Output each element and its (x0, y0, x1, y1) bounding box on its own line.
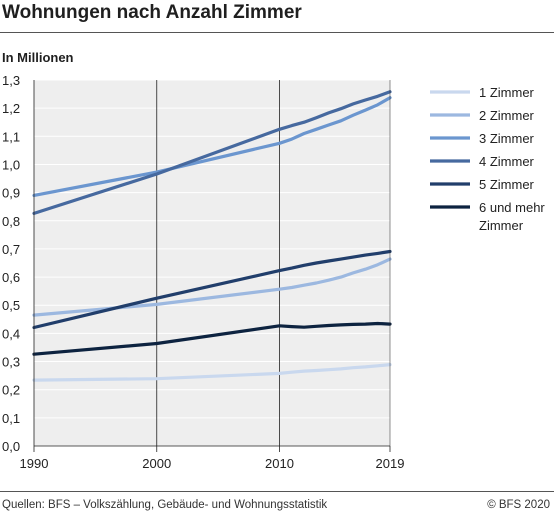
y-tick-label: 1,0 (2, 157, 20, 172)
gridlines (34, 79, 390, 446)
series-line-4 (32, 90, 392, 215)
source-note: Quellen: BFS – Volkszählung, Gebäude- un… (2, 499, 328, 511)
legend-label-6-cont: Zimmer (479, 218, 524, 233)
y-tick-label: 0,8 (2, 214, 20, 229)
chart-title: Wohnungen nach Anzahl Zimmer (2, 2, 302, 23)
plot-area (34, 80, 390, 446)
y-tick-label: 0,9 (2, 186, 20, 201)
series-line-1 (32, 363, 392, 382)
y-tick-label: 1,1 (2, 129, 20, 144)
x-tick-label: 2010 (265, 456, 294, 471)
series-line-6 (32, 321, 392, 356)
y-tick-label: 0,2 (2, 383, 20, 398)
series-line-2 (32, 257, 392, 317)
x-tick-label: 2019 (376, 456, 405, 471)
y-tick-label: 0,1 (2, 411, 20, 426)
title-divider (0, 32, 554, 33)
legend-label-5: 5 Zimmer (479, 177, 535, 192)
legend-label-6: 6 und mehr (479, 200, 545, 215)
legend-label-2: 2 Zimmer (479, 108, 535, 123)
series-lines (32, 90, 392, 382)
x-tick-label: 1990 (20, 456, 49, 471)
copyright-note: © BFS 2020 (487, 499, 550, 511)
chart-unit-label: In Millionen (2, 50, 74, 65)
series-line-3 (32, 96, 392, 197)
y-tick-label: 0,7 (2, 242, 20, 257)
y-tick-label: 0,5 (2, 298, 20, 313)
y-tick-label: 0,0 (2, 439, 20, 454)
y-tick-label: 1,3 (2, 73, 20, 88)
legend: 1 Zimmer 2 Zimmer 3 Zimmer 4 Zimmer 5 Zimmer… (430, 85, 545, 233)
legend-label-1: 1 Zimmer (479, 85, 535, 100)
y-tick-label: 0,3 (2, 355, 20, 370)
axes: 0,0 0,1 0,2 0,3 0,4 0,5 0,6 0,7 0,8 0,9 1,0 1,1 1,2 1… (2, 73, 404, 471)
y-tick-label: 1,2 (2, 101, 20, 116)
legend-label-4: 4 Zimmer (479, 154, 535, 169)
y-tick-label: 0,4 (2, 326, 20, 341)
x-tick-label: 2000 (142, 456, 171, 471)
footer-divider (0, 491, 554, 492)
legend-label-3: 3 Zimmer (479, 131, 535, 146)
series-line-5 (32, 249, 392, 330)
y-tick-label: 0,6 (2, 270, 20, 285)
